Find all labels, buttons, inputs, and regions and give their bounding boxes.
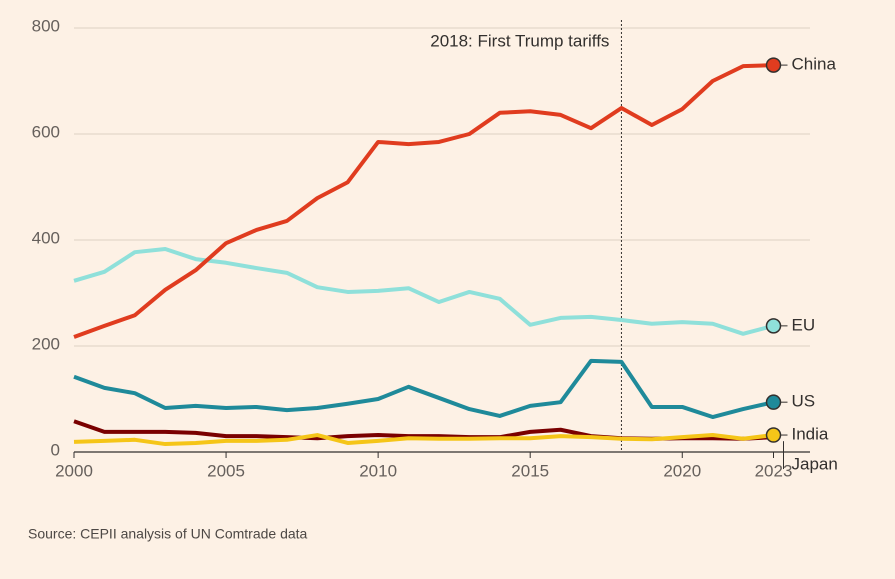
series-label: EU <box>792 315 816 334</box>
series-label: India <box>792 425 829 444</box>
x-tick-label: 2015 <box>511 461 549 480</box>
y-tick-label: 800 <box>32 16 60 35</box>
series-line <box>73 358 774 420</box>
series-line <box>73 247 775 336</box>
y-tick-label: 400 <box>32 228 60 247</box>
x-tick-label: 2005 <box>207 461 245 480</box>
series-line <box>73 433 774 447</box>
end-marker <box>765 318 782 334</box>
y-tick-label: 200 <box>32 334 60 353</box>
annotation: 2018: First Trump tariffs <box>430 31 609 50</box>
x-tick-label: 2010 <box>359 461 397 480</box>
end-marker <box>765 57 782 73</box>
source: Source: CEPII analysis of UN Comtrade da… <box>28 526 308 542</box>
end-marker <box>765 427 782 443</box>
x-tick-label: 2000 <box>55 461 93 480</box>
x-tick-label: 2023 <box>755 461 793 480</box>
series-line <box>73 63 774 339</box>
end-marker <box>765 394 782 410</box>
series-label: China <box>792 55 837 74</box>
x-tick-label: 2020 <box>663 461 701 480</box>
series-label: Japan <box>792 455 838 474</box>
y-tick-label: 0 <box>51 440 60 459</box>
series-label: US <box>792 392 816 411</box>
y-tick-label: 600 <box>32 122 60 141</box>
